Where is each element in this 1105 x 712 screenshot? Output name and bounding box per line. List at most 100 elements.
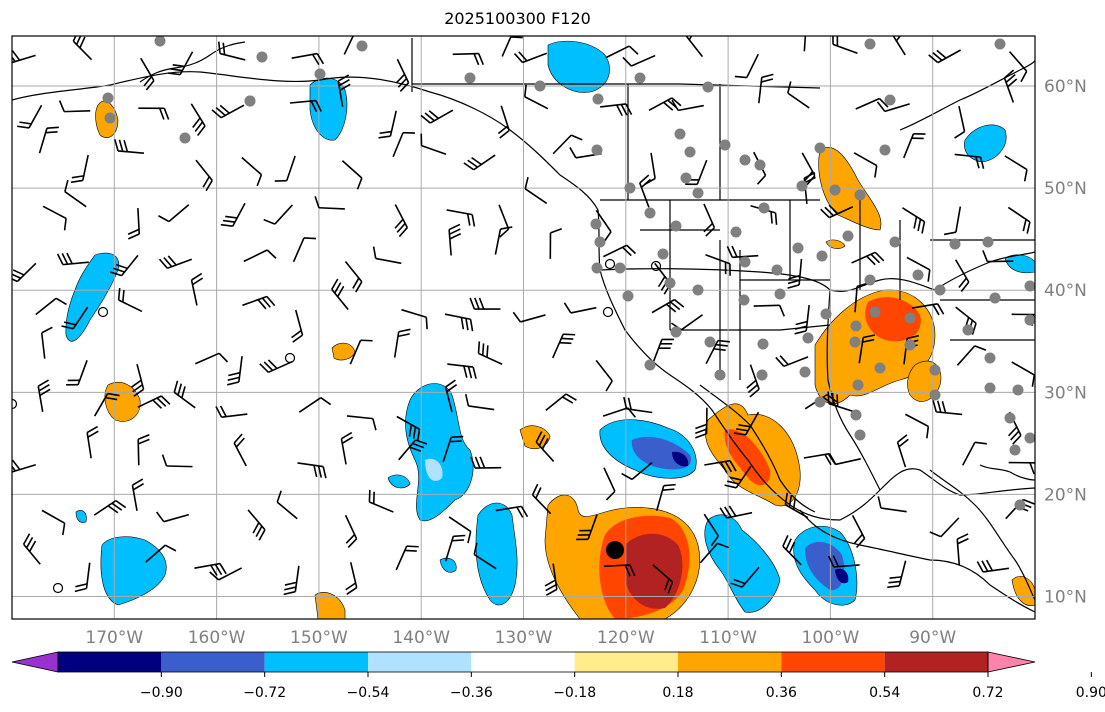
wind-barb <box>56 252 89 266</box>
colorbar-segment <box>471 652 575 672</box>
wind-barb <box>276 490 298 520</box>
station-markers <box>102 36 1035 511</box>
wind-barb <box>292 237 316 263</box>
wind-barb <box>395 545 419 571</box>
wind-barb <box>368 489 394 513</box>
wind-barb <box>372 246 402 265</box>
wind-barb <box>130 363 145 397</box>
wind-barb <box>1007 206 1031 234</box>
wind-barb <box>64 179 87 208</box>
wind-barb <box>855 97 889 110</box>
station-dot <box>758 202 770 214</box>
wind-barb <box>158 255 193 269</box>
wind-barb <box>195 159 213 192</box>
station-dot <box>464 72 476 84</box>
lat-tick-label: 50°N <box>1044 179 1087 199</box>
wind-barb <box>929 517 960 538</box>
map-title: 2025100300 F120 <box>444 9 591 28</box>
wind-barb <box>962 441 987 466</box>
wind-barb <box>982 250 1014 263</box>
wind-barb <box>22 533 41 565</box>
wind-barb <box>343 36 355 55</box>
wind-barb <box>263 204 294 225</box>
wind-barb <box>61 306 89 330</box>
station-dot <box>1024 280 1035 292</box>
lat-tick-label: 60°N <box>1044 77 1087 97</box>
wind-barb <box>463 154 496 171</box>
station-dot <box>104 112 116 124</box>
wind-barb <box>943 206 962 236</box>
station-dot <box>864 274 876 286</box>
station-dot <box>594 236 606 248</box>
wind-barb <box>703 203 716 237</box>
wind-barb <box>956 533 969 566</box>
colorbar-tick-label: −0.18 <box>553 685 596 701</box>
wind-barb <box>956 345 987 366</box>
wind-barb <box>531 483 552 515</box>
wind-barb <box>976 559 1009 573</box>
wind-barb <box>72 36 93 61</box>
colorbar-tick-label: −0.72 <box>243 685 286 701</box>
wind-barb <box>420 109 454 124</box>
colorbar-segment <box>161 652 265 672</box>
field-blob <box>1011 576 1035 606</box>
wind-barb <box>464 394 495 411</box>
field-blob <box>475 502 518 606</box>
wind-barb <box>911 303 945 316</box>
wind-barb <box>621 462 653 481</box>
station-dot <box>792 242 804 254</box>
wind-barb <box>746 364 760 398</box>
wind-barb <box>161 454 193 468</box>
calm-marker <box>52 582 64 594</box>
field-blob <box>425 458 443 481</box>
wind-barb <box>928 49 961 64</box>
wind-barb <box>695 407 708 439</box>
wind-barb <box>651 338 674 365</box>
station-dot <box>929 364 941 376</box>
wind-barb <box>42 205 67 231</box>
station-dot <box>982 236 994 248</box>
wind-barb <box>523 84 549 110</box>
wind-barb <box>623 396 653 414</box>
field-blob <box>805 541 845 591</box>
wind-barb <box>758 73 774 104</box>
wind-barb <box>851 515 866 548</box>
wind-barb <box>227 356 243 386</box>
station-dot <box>256 51 268 63</box>
colorbar-tick-label: 0.90 <box>1076 685 1105 701</box>
station-dot <box>929 389 941 401</box>
lat-tick-label: 10°N <box>1044 588 1087 608</box>
station-dot <box>179 132 191 144</box>
wind-barb <box>137 433 150 466</box>
wind-barb <box>446 209 476 227</box>
wind-barb <box>283 565 300 596</box>
wind-barb <box>12 262 37 283</box>
wind-barb <box>444 379 458 413</box>
storm-center-marker <box>606 541 624 559</box>
station-dot <box>102 92 114 104</box>
wind-barb <box>704 459 737 474</box>
wind-barb <box>595 359 613 392</box>
wind-barb <box>726 245 759 259</box>
wind-barb <box>93 499 127 516</box>
station-dot <box>674 128 686 140</box>
wind-barb <box>138 107 170 120</box>
colorbar-tick-label: −0.54 <box>347 685 390 701</box>
wind-barb <box>401 308 428 330</box>
colorbar-tick-label: −0.36 <box>450 685 493 701</box>
wind-barb <box>552 333 576 359</box>
station-dot <box>684 146 696 158</box>
colorbar-segment <box>884 652 988 672</box>
wind-barb <box>442 435 464 463</box>
calm-marker <box>97 306 109 318</box>
wind-barb <box>603 467 616 501</box>
wind-barb <box>513 51 548 64</box>
wind-barb <box>902 207 926 234</box>
wind-barb <box>215 405 248 418</box>
wind-barb <box>600 103 633 117</box>
wind-barb <box>38 126 59 154</box>
station-dot <box>692 284 704 296</box>
wind-barb <box>291 309 304 343</box>
station-dot <box>657 248 669 260</box>
